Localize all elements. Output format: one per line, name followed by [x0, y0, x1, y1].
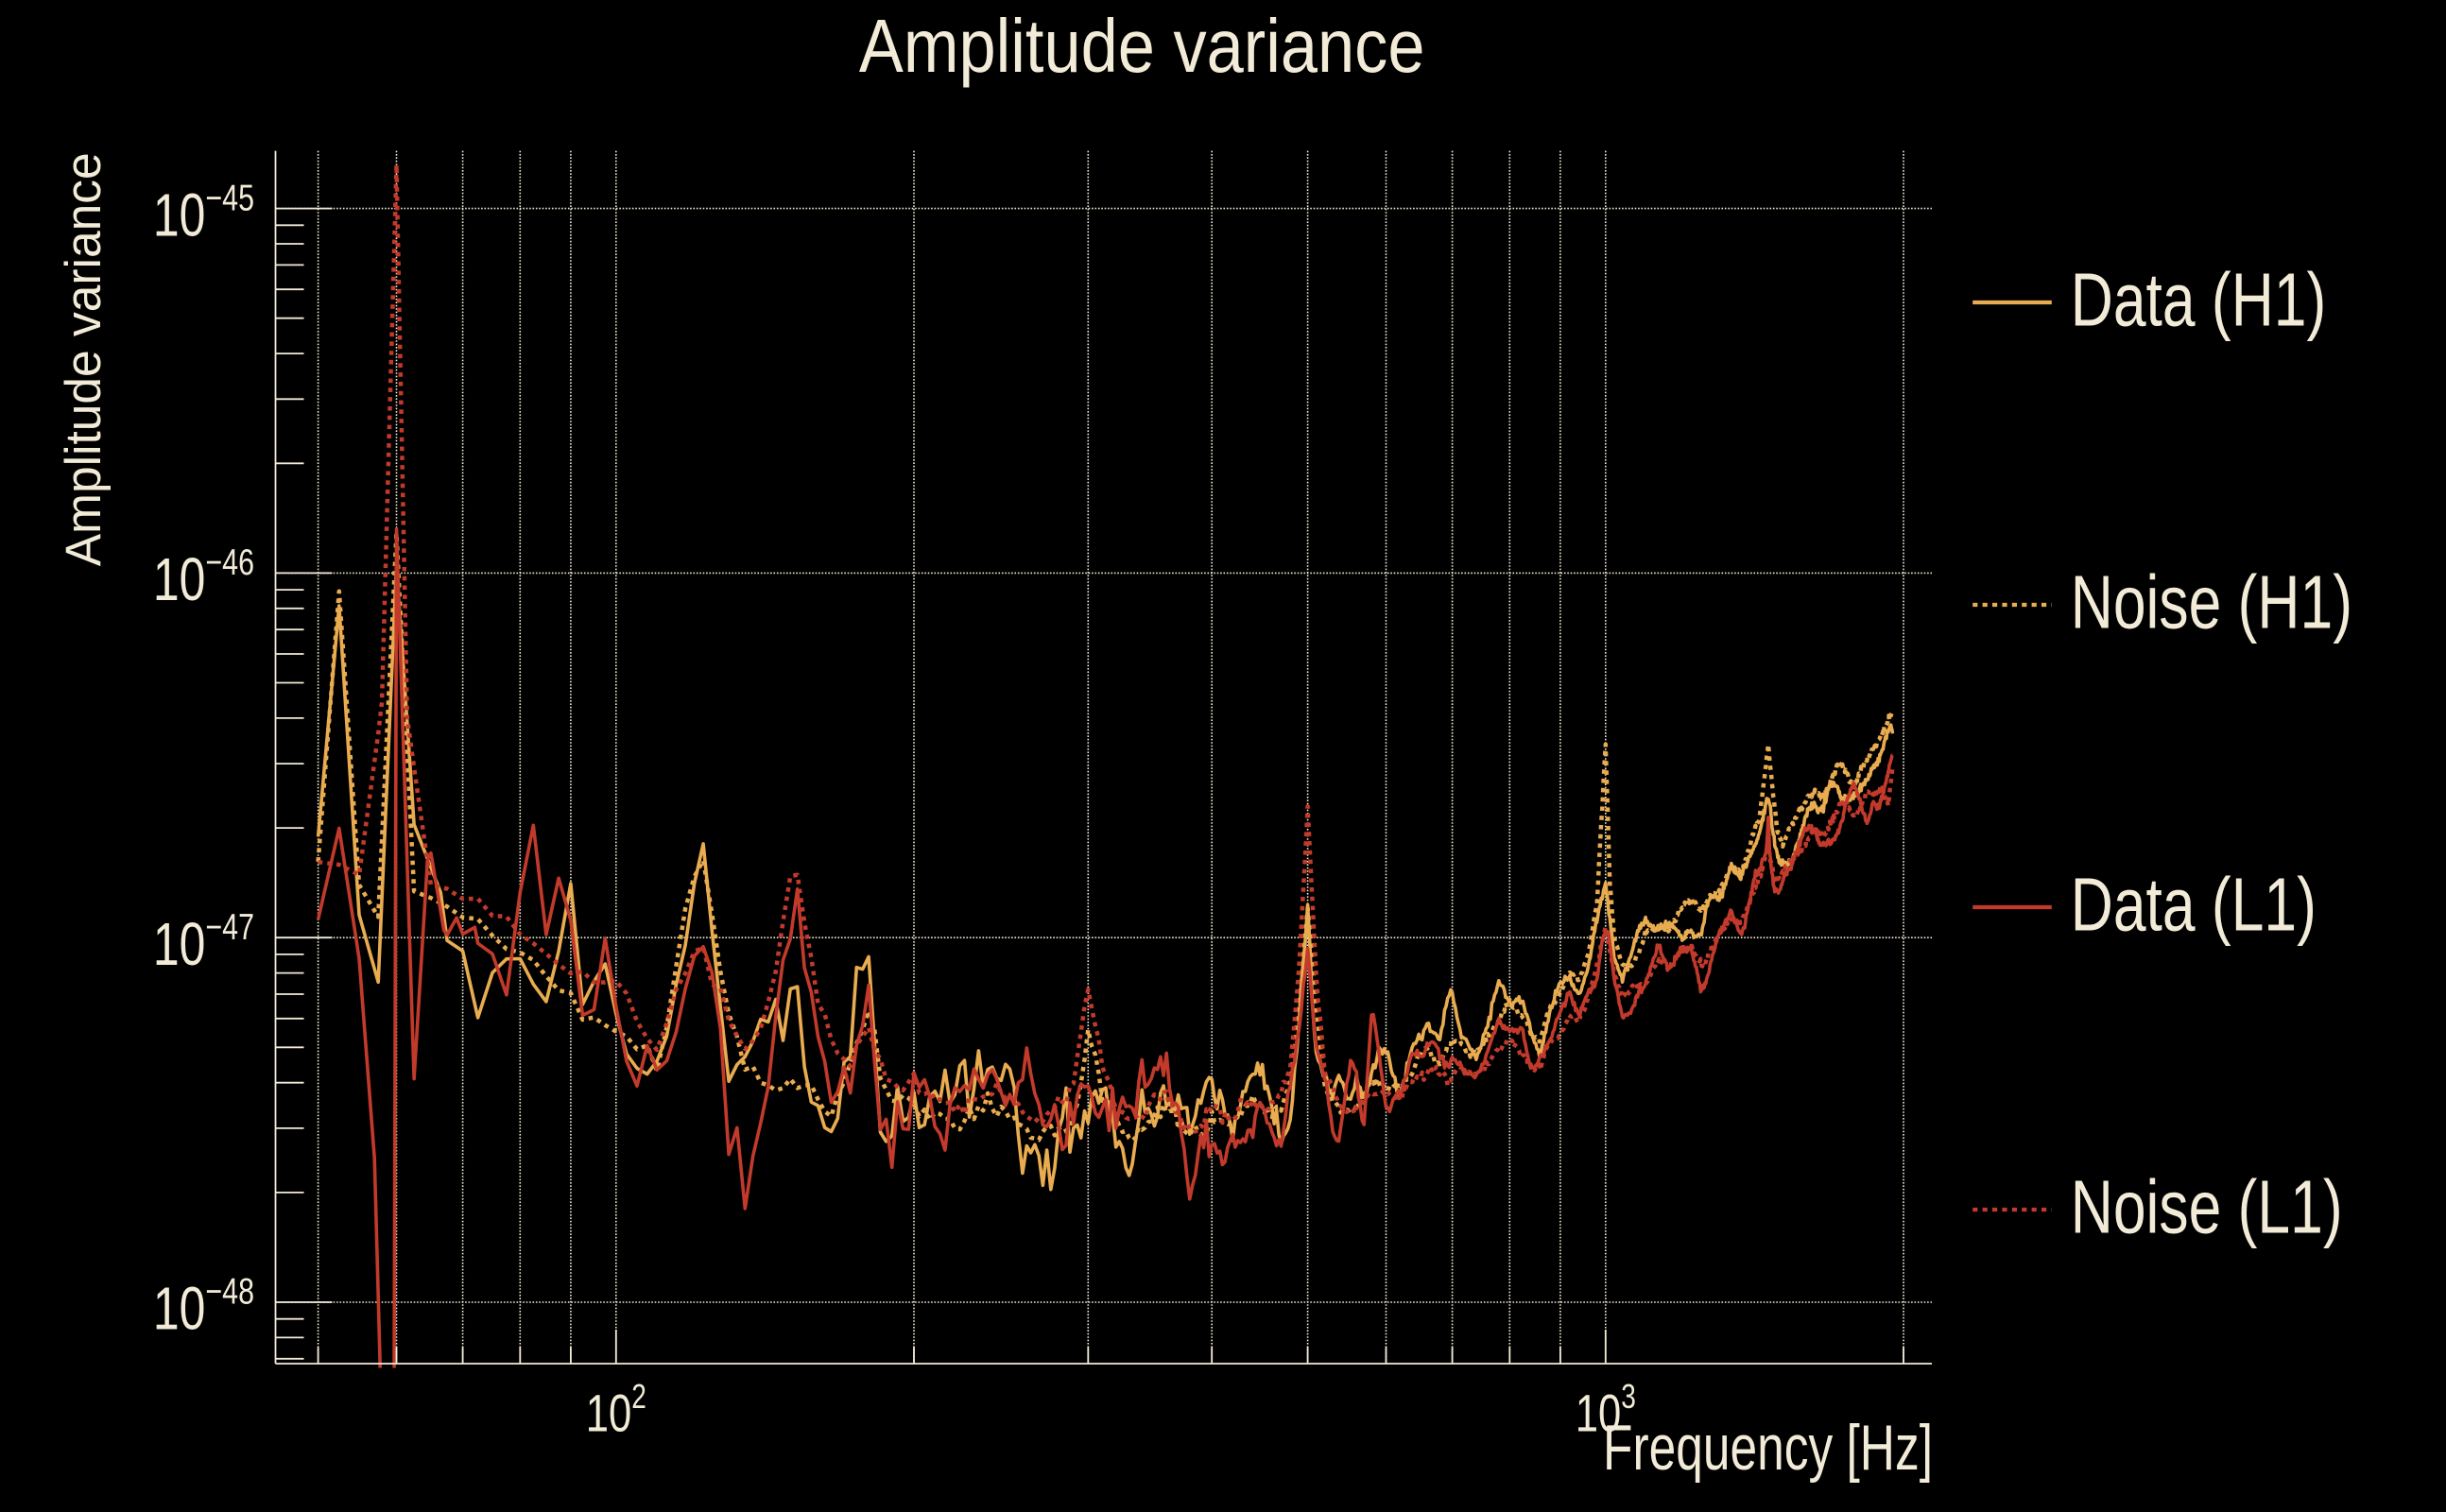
svg-text:Noise (H1): Noise (H1) — [2071, 560, 2352, 644]
svg-text:Amplitude variance: Amplitude variance — [57, 152, 112, 566]
svg-text:102: 102 — [586, 1378, 646, 1443]
svg-text:10−47: 10−47 — [153, 906, 254, 978]
svg-text:Amplitude variance: Amplitude variance — [859, 4, 1425, 88]
svg-text:10−46: 10−46 — [153, 542, 254, 614]
svg-text:103: 103 — [1576, 1378, 1636, 1443]
svg-text:Noise (L1): Noise (L1) — [2071, 1165, 2343, 1249]
svg-text:10−45: 10−45 — [153, 178, 254, 249]
svg-text:Data (L1): Data (L1) — [2071, 863, 2317, 947]
svg-text:Data (H1): Data (H1) — [2071, 258, 2326, 342]
svg-text:10−48: 10−48 — [153, 1271, 254, 1343]
svg-text:Frequency [Hz]: Frequency [Hz] — [1603, 1411, 1933, 1484]
